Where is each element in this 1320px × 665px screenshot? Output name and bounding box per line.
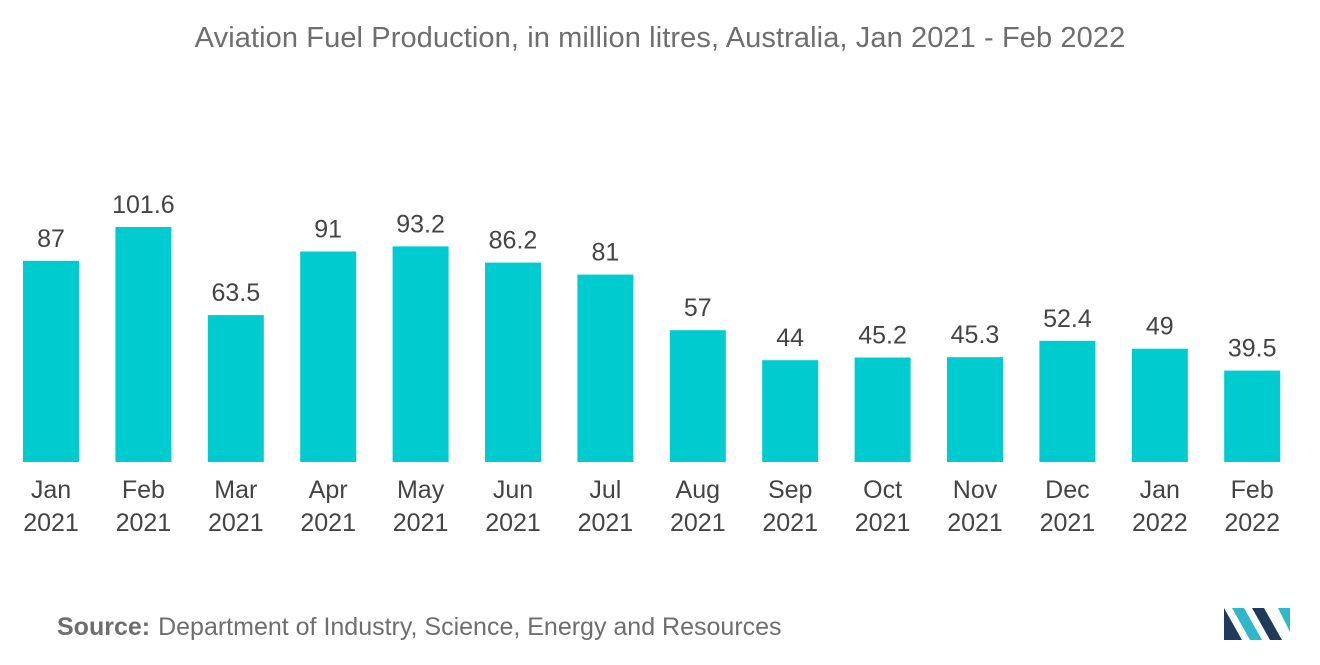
bar-11 bbox=[1039, 340, 1096, 462]
category-year-label-3: 2021 bbox=[300, 509, 356, 537]
bar-chart: 87 101.6 63.5 91 93.2 86.2 81 57 44 45.2 45.3 52.4 4… bbox=[23, 191, 1281, 537]
bar-6 bbox=[577, 274, 634, 462]
category-month-label-5: Jun bbox=[493, 476, 533, 504]
value-label-1: 101.6 bbox=[112, 191, 175, 219]
value-label-9: 45.2 bbox=[858, 322, 907, 350]
category-month-label-13: Feb bbox=[1231, 476, 1274, 504]
category-month-label-2: Mar bbox=[214, 476, 257, 504]
category-month-label-9: Oct bbox=[863, 476, 902, 504]
mordor-intelligence-logo-icon bbox=[1224, 608, 1290, 640]
category-year-label-11: 2021 bbox=[1040, 509, 1096, 537]
bar-0 bbox=[23, 260, 79, 462]
category-year-label-5: 2021 bbox=[485, 509, 541, 537]
category-year-label-7: 2021 bbox=[670, 509, 726, 537]
category-label-group: Jan 2021 Feb 2021 Mar 2021 Apr 2021 May 2021 Jun 20… bbox=[23, 476, 1280, 537]
category-year-label-12: 2022 bbox=[1132, 509, 1188, 537]
value-label-0: 87 bbox=[37, 225, 65, 253]
logo-shape-right bbox=[1252, 608, 1282, 640]
category-year-label-10: 2021 bbox=[947, 509, 1003, 537]
category-month-label-10: Nov bbox=[953, 476, 998, 504]
bar-9 bbox=[854, 357, 911, 462]
value-label-13: 39.5 bbox=[1228, 335, 1277, 363]
category-year-label-4: 2021 bbox=[393, 509, 449, 537]
category-year-label-9: 2021 bbox=[855, 509, 911, 537]
category-month-label-4: May bbox=[397, 476, 445, 504]
value-label-5: 86.2 bbox=[489, 227, 538, 255]
category-month-label-6: Jul bbox=[589, 476, 621, 504]
source-note: Source: Department of Industry, Science, … bbox=[57, 613, 782, 642]
bar-1 bbox=[115, 227, 172, 462]
bar-5 bbox=[485, 262, 541, 462]
category-month-label-12: Jan bbox=[1140, 476, 1180, 504]
value-label-8: 44 bbox=[776, 324, 804, 352]
logo-shape-middle bbox=[1232, 608, 1262, 640]
category-month-label-1: Feb bbox=[122, 476, 165, 504]
category-year-label-13: 2022 bbox=[1224, 509, 1280, 537]
category-year-label-6: 2021 bbox=[578, 509, 634, 537]
bar-group bbox=[23, 227, 1281, 462]
category-year-label-0: 2021 bbox=[23, 509, 79, 537]
bar-8 bbox=[762, 360, 819, 462]
bar-12 bbox=[1131, 348, 1188, 462]
category-month-label-8: Sep bbox=[768, 476, 812, 504]
category-month-label-3: Apr bbox=[309, 476, 348, 504]
value-label-10: 45.3 bbox=[951, 321, 1000, 349]
category-year-label-2: 2021 bbox=[208, 509, 264, 537]
category-month-label-7: Aug bbox=[676, 476, 720, 504]
value-label-7: 57 bbox=[684, 294, 712, 322]
bar-13 bbox=[1224, 370, 1281, 462]
chart-title: Aviation Fuel Production, in million lit… bbox=[194, 22, 1126, 54]
bar-2 bbox=[207, 315, 264, 462]
value-label-2: 63.5 bbox=[211, 279, 260, 307]
value-label-4: 93.2 bbox=[396, 210, 445, 238]
value-label-3: 91 bbox=[314, 216, 342, 244]
bar-7 bbox=[669, 330, 726, 462]
category-year-label-8: 2021 bbox=[762, 509, 818, 537]
category-month-label-0: Jan bbox=[31, 476, 71, 504]
value-label-group: 87 101.6 63.5 91 93.2 86.2 81 57 44 45.2 45.3 52.4 4… bbox=[37, 191, 1276, 363]
category-year-label-1: 2021 bbox=[116, 509, 172, 537]
source-key: Source: bbox=[57, 613, 151, 641]
category-month-label-11: Dec bbox=[1045, 476, 1089, 504]
bar-10 bbox=[947, 357, 1003, 462]
source-text: Department of Industry, Science, Energy … bbox=[158, 613, 782, 641]
logo-shape-tip bbox=[1278, 608, 1290, 632]
bar-4 bbox=[392, 246, 449, 462]
bar-3 bbox=[300, 251, 357, 462]
logo-shape-left bbox=[1224, 608, 1242, 640]
value-label-6: 81 bbox=[591, 239, 619, 267]
value-label-12: 49 bbox=[1146, 313, 1174, 341]
value-label-11: 52.4 bbox=[1043, 305, 1092, 333]
